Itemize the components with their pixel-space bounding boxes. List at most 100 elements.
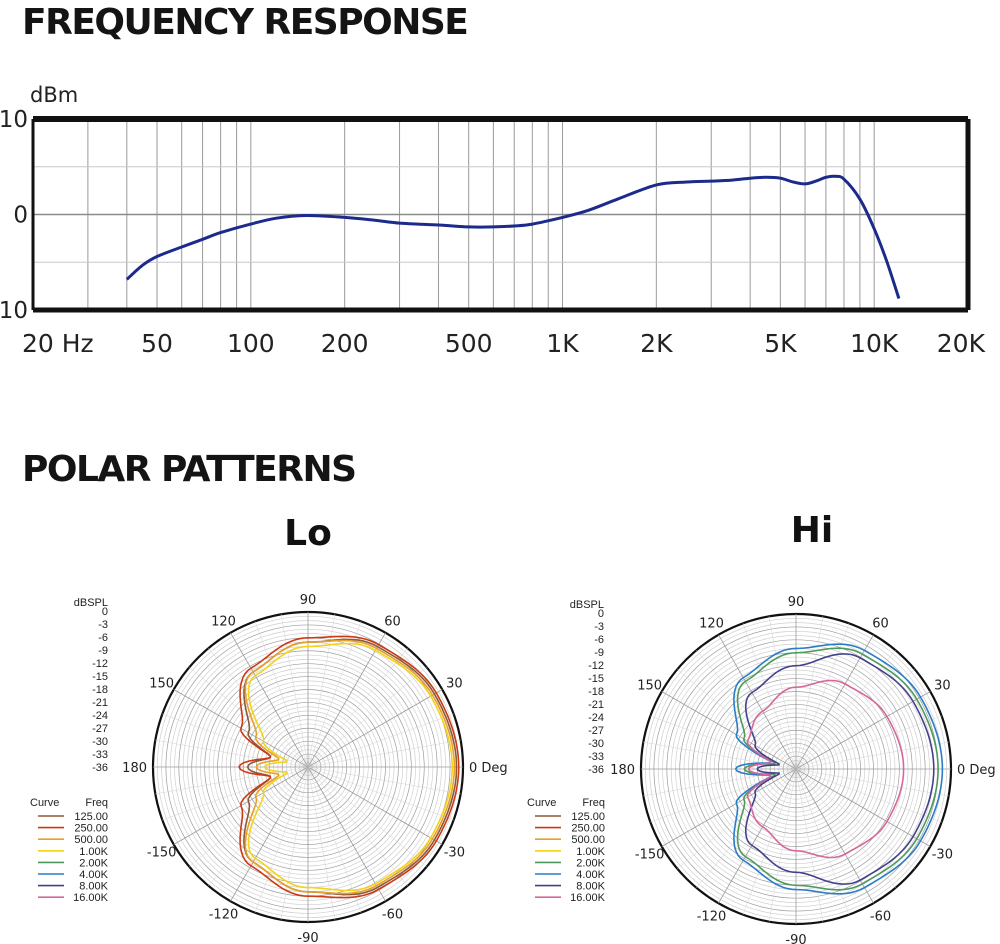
r-tick-label: -24 (92, 710, 108, 722)
polar-spoke (254, 766, 309, 913)
legend-label: 16.00K (570, 892, 606, 904)
legend-label: 16.00K (73, 892, 109, 904)
polar-spoke (795, 715, 942, 770)
legend-header-freq: Freq (85, 797, 108, 809)
polar-spoke (307, 766, 427, 867)
r-tick-label: -15 (92, 671, 108, 683)
polar-spoke (795, 616, 824, 770)
r-tick-label: -9 (98, 645, 108, 657)
r-tick-label: -24 (588, 712, 604, 724)
r-tick-label: -33 (92, 749, 108, 761)
r-tick-label: -18 (588, 686, 604, 698)
r-axis-label: dBSPL (74, 597, 108, 609)
angle-label: 0 Deg (957, 763, 996, 778)
r-tick-label: 0 (598, 608, 604, 620)
polar-spoke (280, 614, 309, 768)
legend-label: 500.00 (571, 834, 605, 846)
x-tick-label: 50 (141, 329, 173, 358)
polar-spoke (230, 766, 309, 902)
r-tick-label: -3 (594, 621, 604, 633)
r-tick-label: -12 (588, 660, 604, 672)
polar-spoke (307, 766, 454, 821)
polar-spoke (795, 768, 931, 847)
r-tick-label: -18 (92, 684, 108, 696)
r-axis-label: dBSPL (570, 599, 604, 611)
angle-label: 90 (788, 595, 805, 610)
angle-label: -90 (297, 931, 318, 944)
legend-label: 1.00K (576, 846, 605, 858)
r-tick-label: -30 (588, 738, 604, 750)
legend-header-curve: Curve (30, 797, 59, 809)
polar-chart-hi: Hi0 Deg306090120150180-150-120-90-60-30d… (527, 510, 996, 944)
polar-spoke (307, 713, 454, 768)
polar-spoke (795, 669, 915, 770)
polar-spoke (661, 768, 797, 847)
y-tick-label: 0 (13, 203, 28, 229)
r-tick-label: -27 (92, 723, 108, 735)
polar-spoke (795, 768, 824, 922)
legend-label: 2.00K (79, 857, 108, 869)
r-tick-label: -12 (92, 658, 108, 670)
angle-label: -150 (147, 846, 177, 861)
x-tick-label: 500 (445, 329, 493, 358)
r-tick-label: -3 (98, 619, 108, 631)
polar-curve (746, 679, 905, 859)
frequency-response-title: FREQUENCY RESPONSE (22, 2, 469, 43)
y-tick-label: -10 (0, 298, 28, 324)
polar-spoke (307, 648, 408, 768)
angle-label: -120 (209, 907, 239, 922)
polar-spoke (189, 667, 309, 768)
y-tick-label: 10 (0, 107, 28, 133)
r-tick-label: -36 (92, 762, 108, 774)
x-tick-label: 200 (321, 329, 369, 358)
angle-label: -90 (785, 933, 806, 944)
polar-spoke (742, 623, 797, 770)
polar-patterns-title: POLAR PATTERNS (22, 449, 357, 490)
polar-curve (244, 639, 456, 895)
polar-spoke (795, 768, 874, 904)
polar-spoke (795, 768, 949, 797)
polar-title: Lo (284, 513, 332, 554)
response-curve (125, 174, 901, 299)
polar-spoke (280, 766, 309, 920)
angle-label: 150 (149, 677, 174, 692)
angle-label: 120 (211, 615, 236, 630)
angle-label: -60 (870, 909, 891, 924)
polar-title: Hi (791, 510, 833, 551)
polar-spoke (795, 741, 949, 770)
r-tick-label: -21 (588, 699, 604, 711)
legend-header-freq: Freq (582, 797, 605, 809)
legend-header-curve: Curve (527, 797, 556, 809)
legend-label: 8.00K (79, 881, 108, 893)
y-axis-label: dBm (30, 83, 78, 107)
polar-spoke (307, 667, 427, 768)
legend-label: 1.00K (79, 846, 108, 858)
polar-spoke (795, 768, 896, 888)
angle-label: -150 (635, 848, 665, 863)
polar-curve (243, 638, 458, 896)
r-tick-label: 0 (102, 606, 108, 618)
angle-label: 30 (934, 679, 951, 694)
polar-spoke (307, 766, 386, 902)
angle-label: -30 (444, 846, 465, 861)
angle-label: -60 (382, 907, 403, 922)
angle-label: 90 (300, 593, 317, 608)
r-tick-label: -27 (588, 725, 604, 737)
polar-spoke (661, 691, 797, 770)
angle-label: 180 (122, 761, 147, 776)
polar-spoke (307, 621, 362, 768)
r-tick-label: -33 (588, 751, 604, 763)
polar-curve (238, 635, 460, 899)
legend-label: 8.00K (576, 881, 605, 893)
x-tick-label: 2K (640, 329, 673, 358)
polar-spoke (307, 739, 461, 768)
polar-spoke (307, 766, 408, 886)
polar-curve (736, 647, 939, 891)
polar-spoke (307, 766, 362, 913)
legend-label: 250.00 (74, 823, 108, 835)
polar-spoke (718, 768, 797, 904)
r-tick-label: -9 (594, 647, 604, 659)
r-tick-label: -21 (92, 697, 108, 709)
